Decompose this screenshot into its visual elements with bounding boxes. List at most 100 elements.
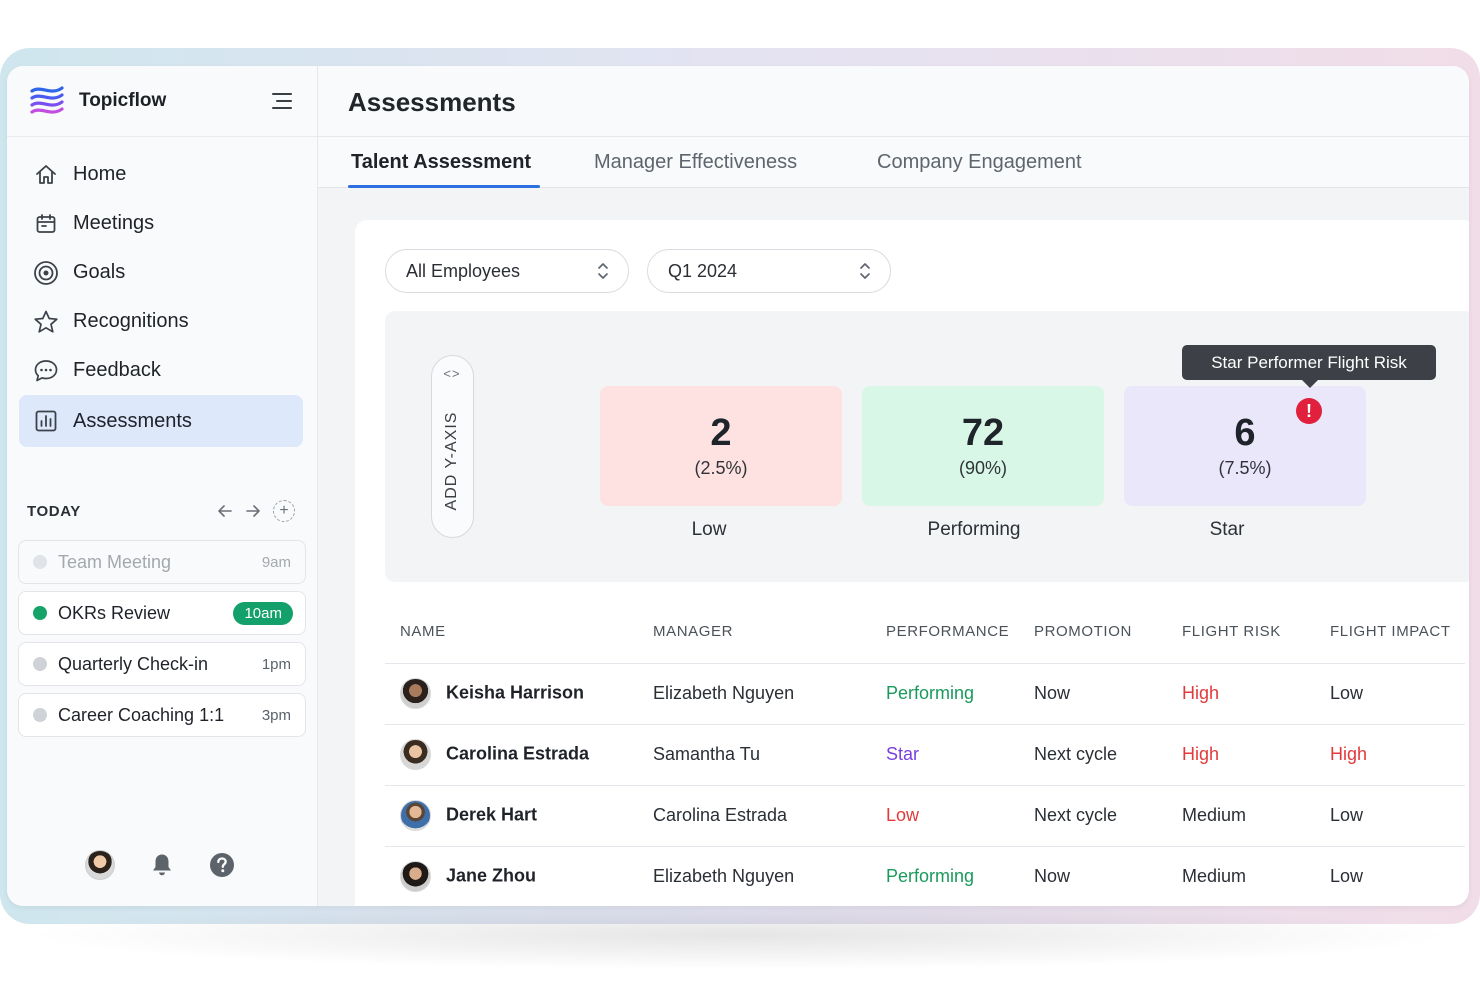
tab-company-engagement[interactable]: Company Engagement bbox=[877, 151, 1082, 173]
box-label: Low bbox=[691, 519, 727, 540]
tab-talent-assessment[interactable]: Talent Assessment bbox=[351, 151, 532, 173]
sidebar-item-label: Home bbox=[73, 163, 127, 185]
flight-impact-cell: High bbox=[1315, 724, 1465, 786]
today-events: Team Meeting 9am OKRs Review 10am Quarte… bbox=[18, 540, 306, 744]
event-name: Team Meeting bbox=[58, 551, 172, 572]
employee-name-cell: Carolina Estrada bbox=[385, 724, 638, 786]
event-item[interactable]: Career Coaching 1:1 3pm bbox=[18, 693, 306, 737]
flight-impact-cell: Low bbox=[1315, 663, 1465, 725]
flight-risk-cell: Medium bbox=[1167, 846, 1315, 906]
manager-cell: Carolina Estrada bbox=[638, 785, 871, 847]
event-status-dot bbox=[33, 708, 47, 722]
select-value: All Employees bbox=[406, 260, 521, 281]
period-filter-select[interactable]: Q1 2024 bbox=[647, 249, 891, 293]
user-avatar[interactable] bbox=[85, 850, 115, 880]
flight-risk-cell: High bbox=[1167, 724, 1315, 786]
employee-name-cell: Derek Hart bbox=[385, 785, 638, 847]
matrix-box-low[interactable]: 2 (2.5%) bbox=[600, 386, 842, 506]
table-row[interactable]: Derek Hart Carolina Estrada Low Next cyc… bbox=[385, 785, 1465, 847]
manager-cell: Elizabeth Nguyen bbox=[638, 663, 871, 725]
employee-avatar bbox=[400, 739, 431, 770]
event-time: 3pm bbox=[261, 706, 291, 724]
promotion-cell: Next cycle bbox=[1019, 785, 1167, 847]
sidebar-item-label: Recognitions bbox=[73, 310, 189, 332]
code-arrows-icon: <> bbox=[443, 366, 461, 381]
add-event-icon[interactable]: + bbox=[273, 500, 295, 522]
today-heading: TODAY bbox=[27, 503, 81, 520]
column-header[interactable]: NAME bbox=[385, 601, 638, 664]
matrix-box-star[interactable]: 6 (7.5%) ! bbox=[1124, 386, 1366, 506]
employee-name: Jane Zhou bbox=[446, 865, 537, 886]
employee-name: Derek Hart bbox=[446, 804, 538, 825]
box-label: Performing bbox=[927, 519, 1021, 540]
matrix-box-performing[interactable]: 72 (90%) bbox=[862, 386, 1104, 506]
sidebar-item-meetings[interactable]: Meetings bbox=[19, 199, 303, 248]
event-item[interactable]: Quarterly Check-in 1pm bbox=[18, 642, 306, 686]
active-tab-indicator bbox=[348, 185, 540, 188]
event-name: Quarterly Check-in bbox=[58, 653, 209, 674]
home-icon bbox=[33, 162, 59, 188]
talent-matrix: <> ADD Y-AXIS 2 (2.5%) Low 72 (90%) Perf… bbox=[385, 311, 1469, 582]
top-bar: Assessments bbox=[318, 66, 1469, 137]
event-name: Career Coaching 1:1 bbox=[58, 704, 225, 725]
sidebar: Topicflow Home Meetings bbox=[7, 66, 318, 906]
flight-risk-tooltip: Star Performer Flight Risk bbox=[1182, 345, 1436, 388]
alert-icon[interactable]: ! bbox=[1296, 398, 1322, 424]
table-row[interactable]: Carolina Estrada Samantha Tu Star Next c… bbox=[385, 724, 1465, 786]
employee-filter-select[interactable]: All Employees bbox=[385, 249, 629, 293]
sidebar-item-label: Assessments bbox=[73, 409, 192, 432]
sidebar-item-goals[interactable]: Goals bbox=[19, 248, 303, 297]
main-content: Assessments Talent Assessment Manager Ef… bbox=[318, 66, 1469, 906]
bar-chart-icon bbox=[33, 408, 59, 434]
column-header[interactable]: MANAGER bbox=[638, 601, 871, 664]
employee-name: Keisha Harrison bbox=[446, 682, 585, 703]
manager-cell: Samantha Tu bbox=[638, 724, 871, 786]
box-label: Star bbox=[1209, 519, 1245, 540]
menu-icon[interactable] bbox=[272, 92, 292, 110]
performance-cell: Low bbox=[871, 785, 1019, 847]
sidebar-item-assessments[interactable]: Assessments bbox=[19, 395, 303, 447]
event-name: OKRs Review bbox=[58, 602, 171, 623]
sidebar-item-recognitions[interactable]: Recognitions bbox=[19, 297, 303, 346]
table-row[interactable]: Keisha Harrison Elizabeth Nguyen Perform… bbox=[385, 663, 1465, 725]
arrow-right-icon[interactable] bbox=[245, 504, 261, 518]
event-item[interactable]: Team Meeting 9am bbox=[18, 540, 306, 584]
calendar-icon bbox=[33, 211, 59, 237]
sidebar-item-home[interactable]: Home bbox=[19, 150, 303, 199]
manager-cell: Elizabeth Nguyen bbox=[638, 846, 871, 906]
sidebar-item-label: Goals bbox=[73, 261, 126, 283]
topicflow-logo-icon[interactable] bbox=[29, 82, 65, 120]
arrow-left-icon[interactable] bbox=[217, 504, 233, 518]
sidebar-item-feedback[interactable]: Feedback bbox=[19, 346, 303, 395]
table-row[interactable]: Jane Zhou Elizabeth Nguyen Performing No… bbox=[385, 846, 1465, 906]
bell-icon[interactable] bbox=[149, 852, 175, 878]
flight-impact-cell: Low bbox=[1315, 846, 1465, 906]
tab-bar: Talent Assessment Manager Effectiveness … bbox=[318, 137, 1469, 188]
sidebar-item-label: Meetings bbox=[73, 212, 155, 234]
column-header[interactable]: FLIGHT RISK bbox=[1167, 601, 1315, 664]
window-shadow bbox=[20, 900, 1460, 970]
event-item[interactable]: OKRs Review 10am bbox=[18, 591, 306, 635]
performance-cell: Star bbox=[871, 724, 1019, 786]
promotion-cell: Next cycle bbox=[1019, 724, 1167, 786]
column-header[interactable]: FLIGHT IMPACT bbox=[1315, 601, 1465, 664]
chat-bubble-icon bbox=[33, 358, 59, 384]
column-header[interactable]: PROMOTION bbox=[1019, 601, 1167, 664]
event-status-dot bbox=[33, 657, 47, 671]
column-header[interactable]: PERFORMANCE bbox=[871, 601, 1019, 664]
employee-name: Carolina Estrada bbox=[446, 743, 590, 764]
tab-manager-effectiveness[interactable]: Manager Effectiveness bbox=[594, 151, 798, 173]
event-time-badge: 10am bbox=[233, 601, 293, 625]
table-header-row: NAME MANAGER PERFORMANCE PROMOTION FLIGH… bbox=[385, 601, 1465, 664]
employee-avatar bbox=[400, 861, 431, 892]
employee-name-cell: Keisha Harrison bbox=[385, 663, 638, 725]
promotion-cell: Now bbox=[1019, 663, 1167, 725]
brand-header: Topicflow bbox=[7, 66, 318, 137]
performance-cell: Performing bbox=[871, 663, 1019, 725]
star-icon bbox=[33, 309, 59, 335]
assessment-card: All Employees Q1 2024 <> ADD Y-AXIS 2 (2… bbox=[355, 220, 1469, 906]
sidebar-item-label: Feedback bbox=[73, 359, 161, 381]
employee-name-cell: Jane Zhou bbox=[385, 846, 638, 906]
help-icon[interactable] bbox=[209, 852, 235, 878]
add-y-axis-button[interactable]: <> ADD Y-AXIS bbox=[431, 355, 474, 538]
